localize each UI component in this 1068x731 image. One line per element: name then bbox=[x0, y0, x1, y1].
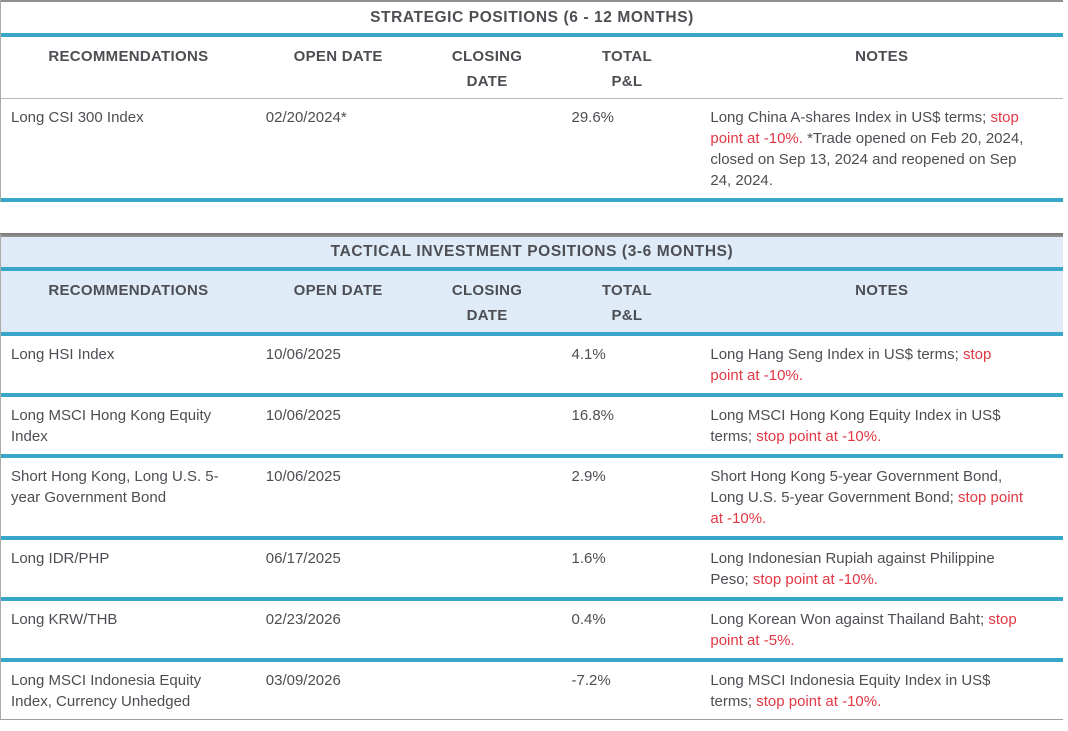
notes-cell: Long Korean Won against Thailand Baht; s… bbox=[700, 601, 1063, 658]
open-date-cell: 10/06/2025 bbox=[265, 346, 341, 363]
title-divider-rule bbox=[1, 33, 1063, 37]
recommendation-cell: Long IDR/PHP bbox=[11, 550, 110, 567]
recommendation-cell: Short Hong Kong, Long U.S. 5-year Govern… bbox=[11, 468, 219, 506]
total-pl-cell: 2.9% bbox=[571, 468, 606, 485]
open-date-cell: 02/23/2026 bbox=[265, 611, 341, 628]
header-divider-rule bbox=[1, 332, 1063, 336]
recommendation-cell: Long KRW/THB bbox=[11, 611, 118, 628]
table-title-text: STRATEGIC POSITIONS (6 - 12 MONTHS) bbox=[370, 8, 694, 26]
stop-point-text: stop point at -10%. bbox=[710, 346, 992, 384]
notes-text: Long Hang Seng Index in US$ terms; bbox=[710, 346, 964, 363]
table-title: TACTICAL INVESTMENT POSITIONS (3-6 MONTH… bbox=[1, 235, 1063, 267]
column-header-total-pl: TOTAL P&L bbox=[601, 282, 652, 324]
column-header-recommendations: RECOMMENDATIONS bbox=[48, 282, 209, 299]
table-row: Long MSCI Indonesia Equity Index, Curren… bbox=[1, 662, 1063, 720]
recommendation-cell: Long MSCI Indonesia Equity Index, Curren… bbox=[11, 672, 202, 710]
column-header-total-pl: TOTAL P&L bbox=[601, 48, 652, 90]
notes-cell: Short Hong Kong 5-year Government Bond, … bbox=[700, 458, 1063, 536]
table-row: Long CSI 300 Index 02/20/2024* 29.6% Lon… bbox=[1, 99, 1063, 202]
notes-text: Long MSCI Indonesia Equity Index in US$ … bbox=[710, 672, 991, 710]
open-date-cell: 02/20/2024* bbox=[265, 109, 347, 126]
column-header-open-date: OPEN DATE bbox=[293, 282, 383, 299]
strategic-positions-table: STRATEGIC POSITIONS (6 - 12 MONTHS) RECO… bbox=[0, 0, 1063, 202]
total-pl-cell: 0.4% bbox=[571, 611, 606, 628]
notes-cell: Long Hang Seng Index in US$ terms; stop … bbox=[700, 336, 1063, 393]
notes-text: Long Indonesian Rupiah against Philippin… bbox=[710, 550, 995, 588]
notes-cell: Long MSCI Hong Kong Equity Index in US$ … bbox=[700, 397, 1063, 454]
stop-point-text: stop point at -10%. bbox=[710, 109, 1019, 147]
notes-text: Long Korean Won against Thailand Baht; bbox=[710, 611, 989, 628]
total-pl-cell: 29.6% bbox=[571, 109, 615, 126]
recommendation-cell: Long MSCI Hong Kong Equity Index bbox=[11, 407, 212, 445]
column-header-row: RECOMMENDATIONS OPEN DATE CLOSING DATE T… bbox=[1, 37, 1063, 99]
notes-cell: Long Indonesian Rupiah against Philippin… bbox=[700, 540, 1063, 597]
open-date-cell: 06/17/2025 bbox=[265, 550, 341, 567]
open-date-cell: 10/06/2025 bbox=[265, 407, 341, 424]
recommendation-cell: Long CSI 300 Index bbox=[11, 109, 144, 126]
table-title: STRATEGIC POSITIONS (6 - 12 MONTHS) bbox=[1, 0, 1063, 33]
recommendation-cell: Long HSI Index bbox=[11, 346, 115, 363]
column-header-row: RECOMMENDATIONS OPEN DATE CLOSING DATE T… bbox=[1, 271, 1063, 332]
table-title-text: TACTICAL INVESTMENT POSITIONS (3-6 MONTH… bbox=[330, 243, 734, 260]
closing-date-cell bbox=[421, 601, 554, 616]
stop-point-text: stop point at -10%. bbox=[756, 428, 882, 445]
total-pl-cell: 4.1% bbox=[571, 346, 606, 363]
column-header-notes: NOTES bbox=[855, 282, 909, 299]
column-header-open-date: OPEN DATE bbox=[293, 48, 383, 65]
table-row: Long MSCI Hong Kong Equity Index 10/06/2… bbox=[1, 397, 1063, 458]
notes-text: Short Hong Kong 5-year Government Bond, … bbox=[710, 468, 1003, 506]
title-divider-rule bbox=[1, 267, 1063, 271]
stop-point-text: stop point at -10%. bbox=[756, 693, 882, 710]
closing-date-cell bbox=[421, 397, 554, 412]
closing-date-cell bbox=[421, 336, 554, 351]
notes-text: Long China A-shares Index in US$ terms; bbox=[710, 109, 991, 126]
column-header-closing-date: CLOSING DATE bbox=[451, 48, 523, 90]
open-date-cell: 03/09/2026 bbox=[265, 672, 341, 689]
stop-point-text: stop point at -10%. bbox=[710, 489, 1024, 527]
closing-date-cell bbox=[421, 99, 554, 114]
table-body: Long CSI 300 Index 02/20/2024* 29.6% Lon… bbox=[1, 99, 1063, 202]
column-header-notes: NOTES bbox=[855, 48, 909, 65]
notes-cell: Long China A-shares Index in US$ terms; … bbox=[700, 99, 1063, 198]
total-pl-cell: 1.6% bbox=[571, 550, 606, 567]
table-body: Long HSI Index 10/06/2025 4.1% Long Hang… bbox=[1, 336, 1063, 720]
column-header-recommendations: RECOMMENDATIONS bbox=[48, 48, 209, 65]
closing-date-cell bbox=[421, 540, 554, 555]
stop-point-text: stop point at -5%. bbox=[710, 611, 1017, 649]
notes-cell: Long MSCI Indonesia Equity Index in US$ … bbox=[700, 662, 1063, 719]
tactical-positions-table: TACTICAL INVESTMENT POSITIONS (3-6 MONTH… bbox=[0, 233, 1063, 720]
open-date-cell: 10/06/2025 bbox=[265, 468, 341, 485]
table-row: Long IDR/PHP 06/17/2025 1.6% Long Indone… bbox=[1, 540, 1063, 601]
closing-date-cell bbox=[421, 458, 554, 473]
stop-point-text: stop point at -10%. bbox=[752, 571, 878, 588]
closing-date-cell bbox=[421, 662, 554, 677]
table-row: Long KRW/THB 02/23/2026 0.4% Long Korean… bbox=[1, 601, 1063, 662]
notes-text: Long MSCI Hong Kong Equity Index in US$ … bbox=[710, 407, 1001, 445]
column-header-closing-date: CLOSING DATE bbox=[451, 282, 523, 324]
total-pl-cell: -7.2% bbox=[571, 672, 611, 689]
notes-text: *Trade opened on Feb 20, 2024, closed on… bbox=[710, 130, 1024, 189]
table-row: Long HSI Index 10/06/2025 4.1% Long Hang… bbox=[1, 336, 1063, 397]
table-row: Short Hong Kong, Long U.S. 5-year Govern… bbox=[1, 458, 1063, 540]
total-pl-cell: 16.8% bbox=[571, 407, 615, 424]
